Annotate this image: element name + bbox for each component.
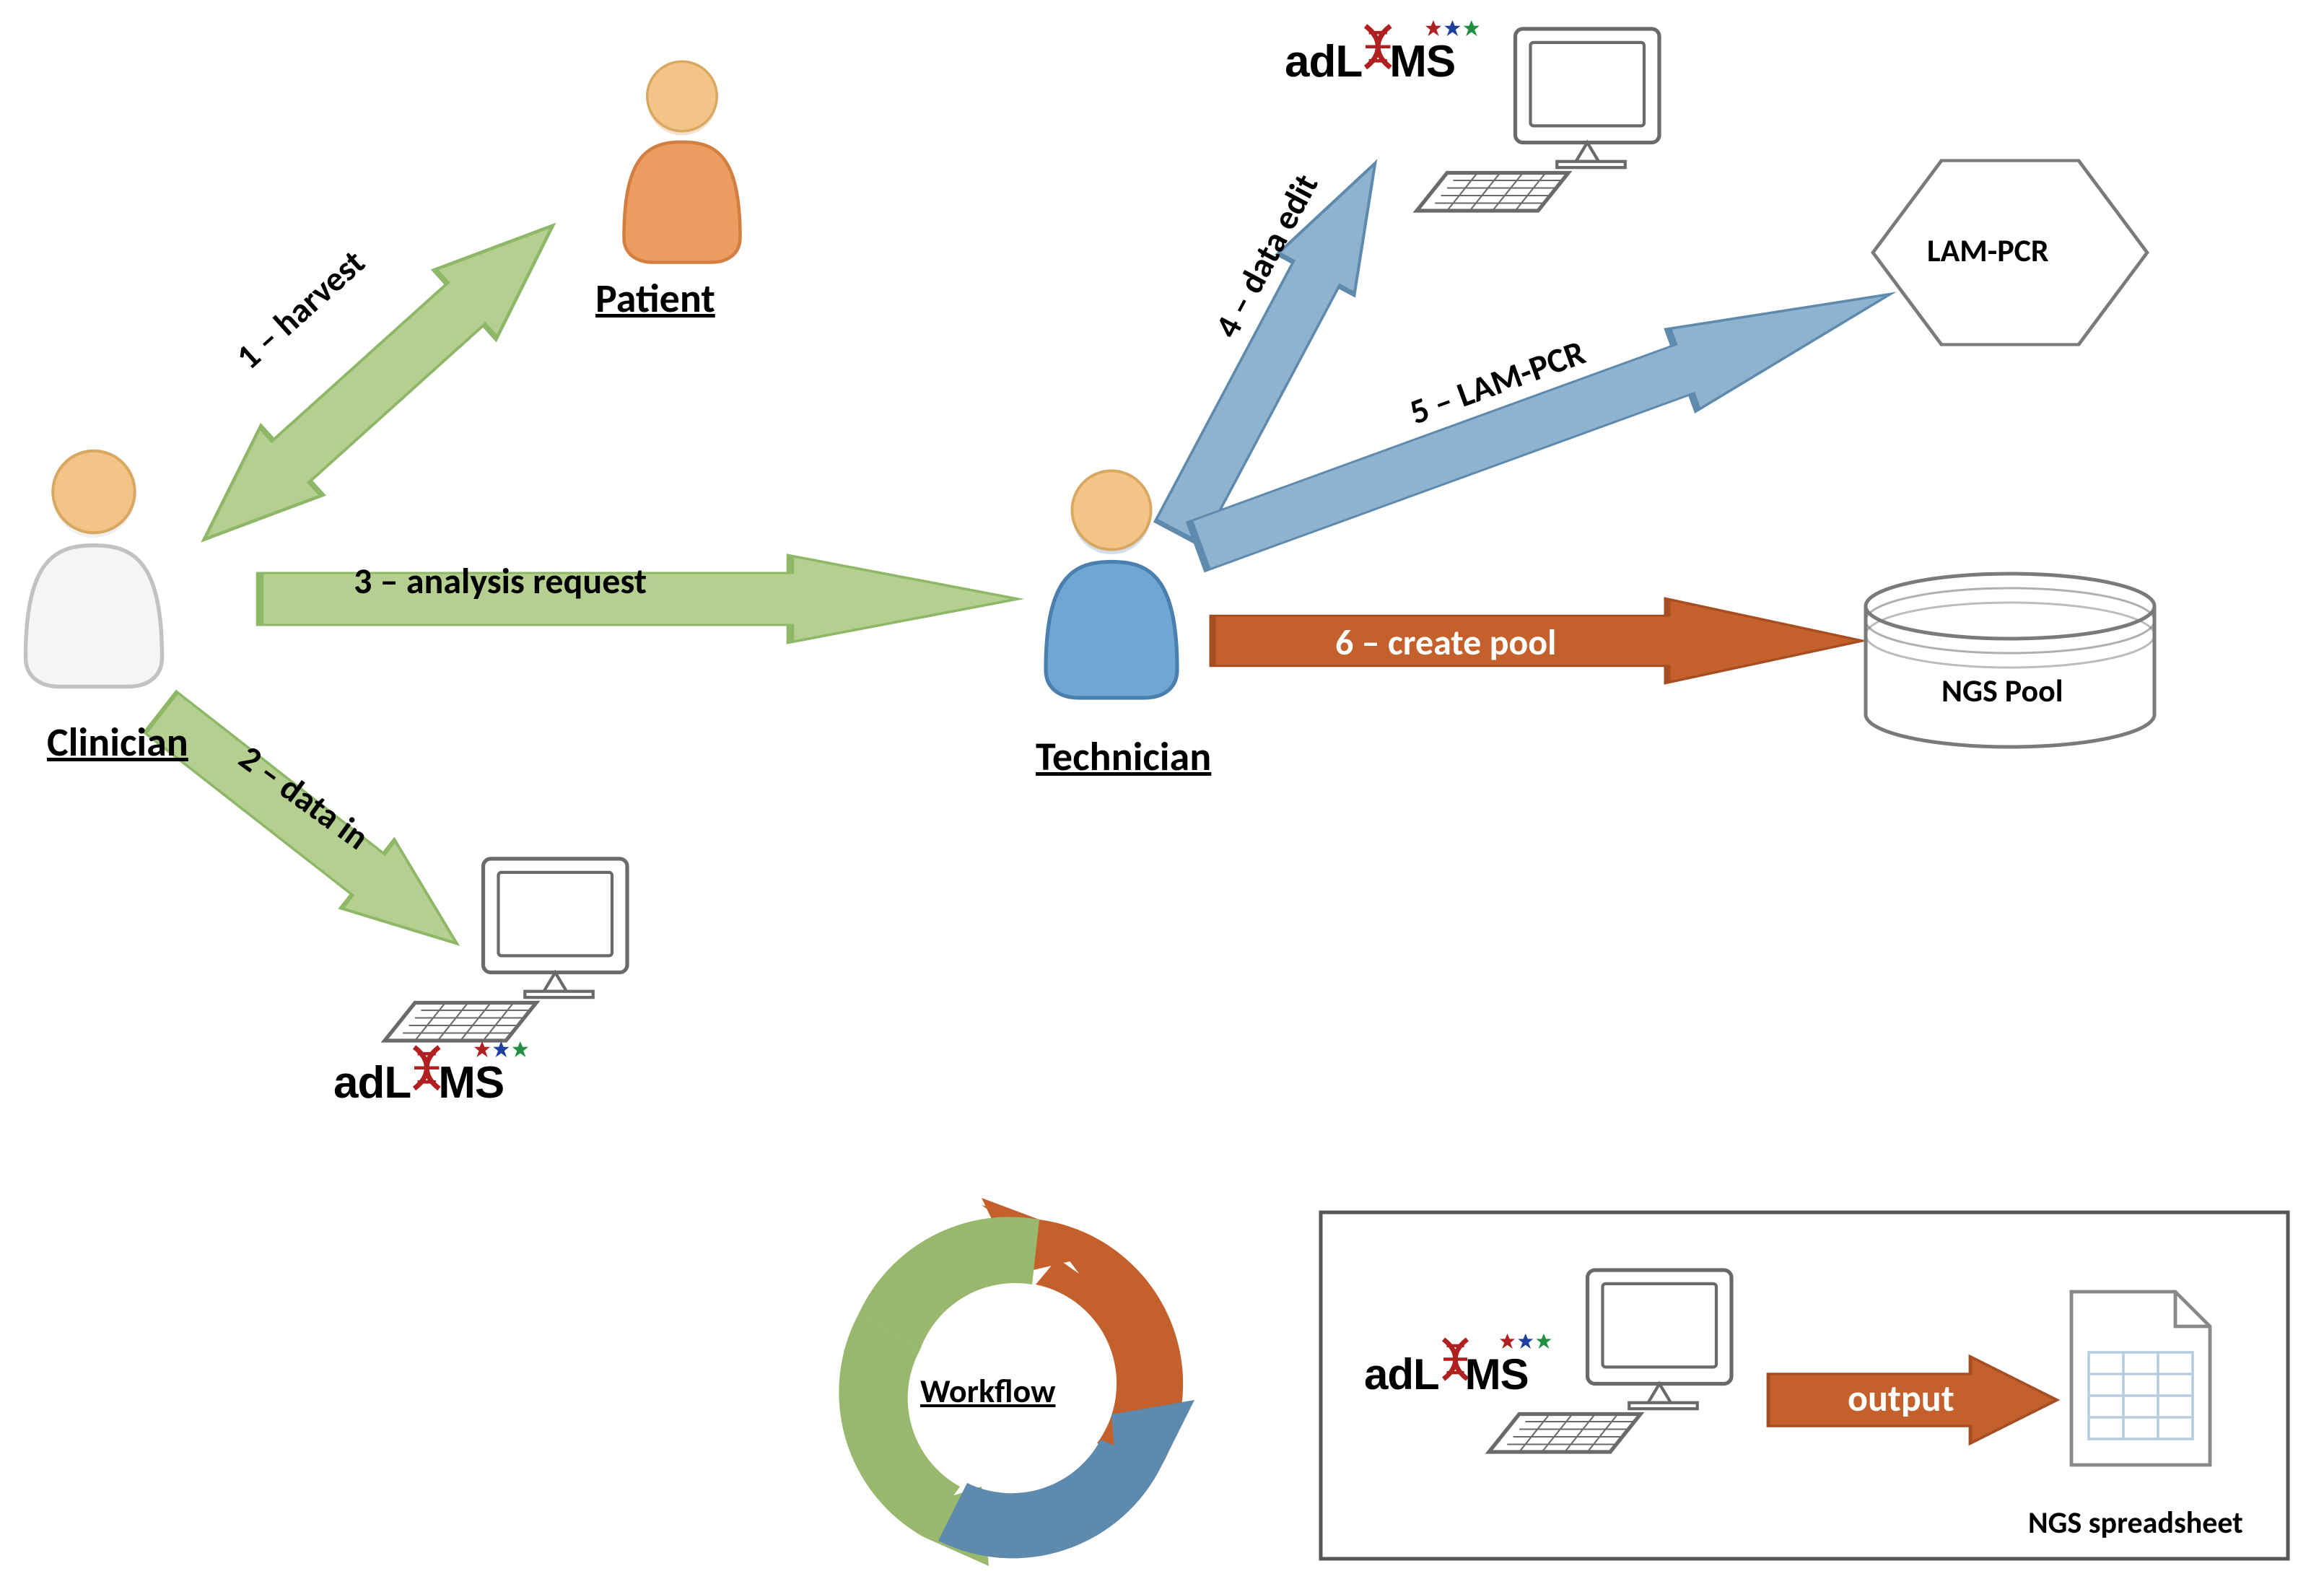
logo-top-post: MS	[1389, 37, 1455, 87]
logo-stars-top	[1425, 20, 1480, 36]
actor-patient-body	[624, 61, 741, 262]
shape-ngs-pool	[1866, 574, 2154, 747]
logo-stars-output	[1500, 1334, 1551, 1349]
caption-ngs-pool: NGS Pool	[1941, 671, 2063, 710]
caption-lam-pcr: LAM-PCR	[1927, 231, 2049, 270]
caption-workflow: Workflow	[920, 1371, 1055, 1412]
actor-technician-body	[1046, 471, 1177, 698]
arrow-harvest	[173, 191, 584, 574]
caption-ngs-spreadsheet: NGS spreadsheet	[2028, 1505, 2243, 1541]
logo-output-pre: adL	[1364, 1350, 1439, 1399]
label-clinician: Clinician	[47, 718, 188, 767]
logo-bottom: adL MS	[333, 1057, 504, 1108]
spreadsheet-icon	[2071, 1292, 2210, 1465]
arrow-label-analysis-request: 3 – analysis request	[354, 559, 647, 603]
arrow-label-create-pool: 6 – create pool	[1335, 621, 1556, 665]
logo-stars-bottom	[474, 1041, 528, 1057]
logo-top: adL MS	[1285, 36, 1455, 87]
logo-output-post: MS	[1465, 1350, 1529, 1399]
arrow-label-output: output	[1848, 1375, 1954, 1421]
label-patient: Patient	[595, 274, 715, 323]
label-technician: Technician	[1036, 732, 1211, 782]
logo-bottom-pre: adL	[333, 1058, 411, 1108]
actor-clinician-body	[26, 451, 162, 687]
logo-top-pre: adL	[1285, 37, 1362, 87]
diagram-stage: .patient .body{fill:#ed9c61;stroke:#d37f…	[0, 0, 2324, 1584]
logo-output: adL MS	[1364, 1349, 1529, 1399]
logo-bottom-post: MS	[438, 1058, 504, 1108]
